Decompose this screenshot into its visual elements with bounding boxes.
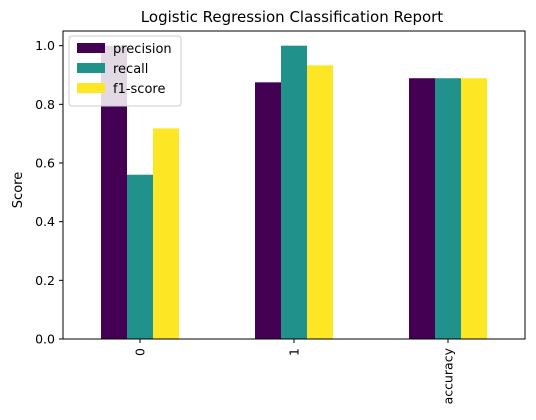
legend: precision recall f1-score [68,35,182,107]
legend-swatch-f1-score [77,83,105,93]
plot-frame [62,30,526,340]
bar-precision-1 [255,82,281,339]
y-axis-label: Score [11,172,26,208]
bar-f1-score-0 [153,128,179,339]
y-tick-label: 1.0 [35,38,55,53]
y-tick-label: 0.8 [35,97,55,112]
bar-recall-1 [281,45,307,340]
legend-label-precision: precision [113,42,172,57]
x-tick-label: accuracy [441,347,456,404]
y-tick-label: 0.6 [35,156,55,171]
y-tick-label: 0.2 [35,273,55,288]
legend-swatch-recall [77,63,105,73]
bars-layer [101,45,487,340]
legend-label-recall: recall [113,62,148,77]
y-tick-label: 0.4 [35,214,55,229]
x-tick-label: 0 [133,348,148,356]
bar-recall-accuracy [435,78,461,339]
bar-f1-score-1 [307,65,333,339]
bar-recall-0 [127,174,153,339]
y-ticks: 0.0 0.2 0.4 0.6 0.8 1.0 [35,38,63,347]
chart-title: Logistic Regression Classification Repor… [141,8,444,26]
x-tick-label: 1 [287,348,302,356]
y-tick-label: 0.0 [35,332,55,347]
x-ticks: 0 1 accuracy [133,339,456,404]
legend-label-f1-score: f1-score [113,82,165,97]
bar-f1-score-accuracy [461,78,487,339]
legend-swatch-precision [77,43,105,53]
bar-precision-accuracy [409,78,435,339]
